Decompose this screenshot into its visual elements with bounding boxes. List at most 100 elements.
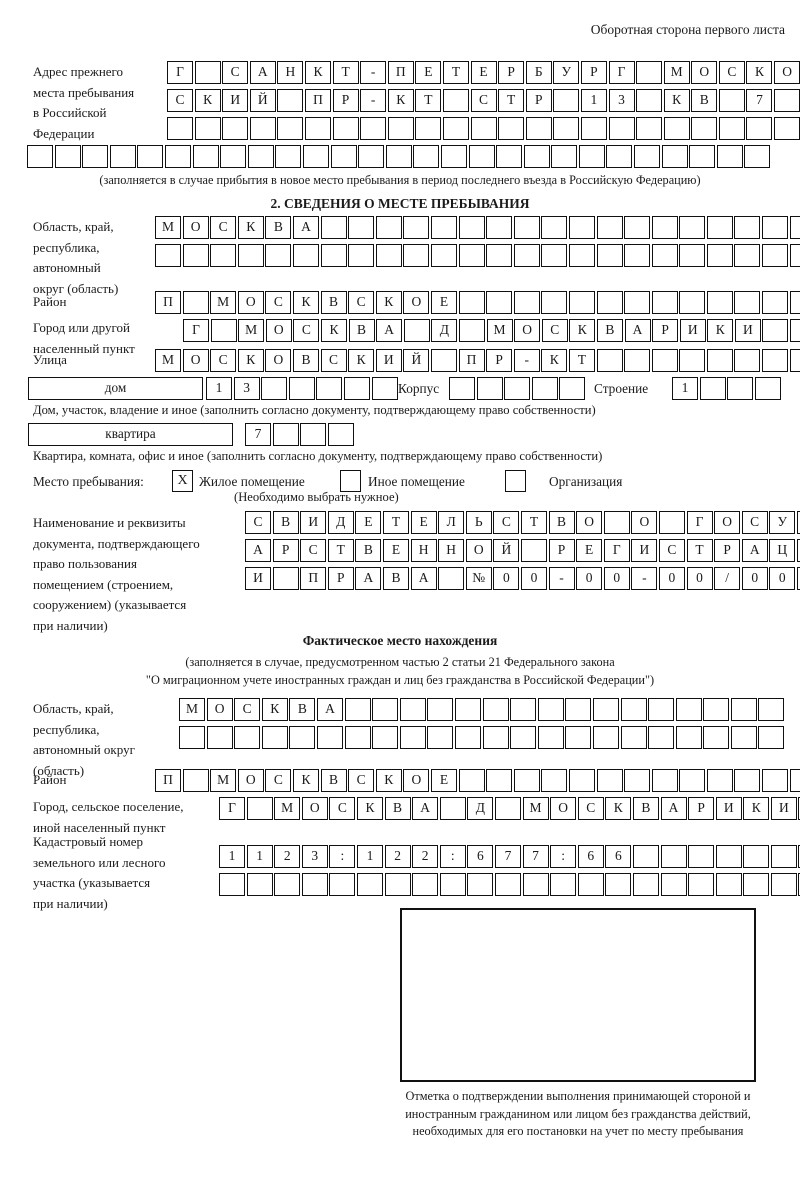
char-cell[interactable]: Р xyxy=(525,89,552,112)
char-cell[interactable]: Р xyxy=(332,89,359,112)
char-cell[interactable] xyxy=(734,291,761,314)
char-cell[interactable]: Д xyxy=(467,797,494,820)
char-cell[interactable]: О xyxy=(691,61,718,84)
char-cell[interactable] xyxy=(703,698,730,721)
char-cell[interactable]: С xyxy=(348,769,375,792)
char-cell[interactable] xyxy=(219,873,245,896)
char-cell[interactable] xyxy=(718,89,745,112)
char-cell[interactable]: С xyxy=(265,769,292,792)
char-cell[interactable]: 0 xyxy=(686,567,713,590)
char-cell[interactable] xyxy=(523,145,550,168)
char-cell[interactable]: А xyxy=(741,539,768,562)
char-cell[interactable]: С xyxy=(234,698,261,721)
char-cell[interactable] xyxy=(372,726,399,749)
char-cell[interactable]: С xyxy=(245,511,271,534)
al-cadastral-row-2[interactable] xyxy=(219,873,800,896)
char-cell[interactable]: Г xyxy=(183,319,209,342)
char-cell[interactable]: В xyxy=(272,511,299,534)
char-cell[interactable] xyxy=(746,117,773,140)
char-cell[interactable]: 1 xyxy=(580,89,607,112)
char-cell[interactable] xyxy=(798,845,800,868)
char-cell[interactable] xyxy=(206,726,233,749)
char-cell[interactable] xyxy=(344,698,371,721)
char-cell[interactable] xyxy=(624,216,651,239)
char-cell[interactable]: 3 xyxy=(233,377,260,400)
char-cell[interactable]: В xyxy=(382,567,409,590)
char-cell[interactable]: И xyxy=(734,319,761,342)
char-cell[interactable]: И xyxy=(300,511,327,534)
char-cell[interactable]: 1 xyxy=(219,845,245,868)
char-cell[interactable]: 1 xyxy=(672,377,698,400)
char-cell[interactable]: К xyxy=(605,797,632,820)
char-cell[interactable]: Е xyxy=(470,61,497,84)
char-cell[interactable] xyxy=(762,244,789,267)
char-cell[interactable]: В xyxy=(289,698,316,721)
char-cell[interactable] xyxy=(675,698,702,721)
char-cell[interactable]: 0 xyxy=(769,567,796,590)
char-cell[interactable] xyxy=(520,539,547,562)
char-cell[interactable] xyxy=(399,698,426,721)
char-cell[interactable]: О xyxy=(514,319,541,342)
char-cell[interactable] xyxy=(730,698,757,721)
char-cell[interactable]: С xyxy=(493,511,520,534)
char-cell[interactable] xyxy=(706,769,733,792)
char-cell[interactable] xyxy=(384,873,411,896)
char-cell[interactable] xyxy=(504,377,531,400)
char-cell[interactable] xyxy=(648,726,675,749)
char-cell[interactable]: - xyxy=(513,349,540,372)
char-cell[interactable]: П xyxy=(155,769,181,792)
char-cell[interactable] xyxy=(734,216,761,239)
char-cell[interactable]: Р xyxy=(688,797,715,820)
char-cell[interactable] xyxy=(624,349,651,372)
char-cell[interactable] xyxy=(663,117,690,140)
char-cell[interactable]: Т xyxy=(332,61,359,84)
char-cell[interactable] xyxy=(167,117,193,140)
char-cell[interactable] xyxy=(210,244,237,267)
char-cell[interactable]: И xyxy=(770,797,797,820)
char-cell[interactable] xyxy=(744,145,771,168)
char-cell[interactable]: : xyxy=(550,845,577,868)
char-cell[interactable] xyxy=(651,291,678,314)
char-cell[interactable] xyxy=(458,244,485,267)
char-cell[interactable] xyxy=(234,726,261,749)
char-cell[interactable] xyxy=(302,145,329,168)
char-cell[interactable]: К xyxy=(304,61,331,84)
char-cell[interactable]: С xyxy=(541,319,568,342)
char-cell[interactable]: К xyxy=(541,349,568,372)
char-cell[interactable]: Н xyxy=(438,539,465,562)
char-cell[interactable] xyxy=(494,797,521,820)
char-cell[interactable] xyxy=(606,145,633,168)
char-cell[interactable] xyxy=(568,291,595,314)
char-cell[interactable]: О xyxy=(714,511,741,534)
char-cell[interactable]: - xyxy=(548,567,575,590)
char-cell[interactable] xyxy=(798,873,800,896)
char-cell[interactable] xyxy=(541,216,568,239)
char-cell[interactable] xyxy=(54,145,81,168)
char-cell[interactable] xyxy=(632,873,659,896)
char-cell[interactable] xyxy=(706,349,733,372)
char-cell[interactable]: В xyxy=(355,539,382,562)
char-cell[interactable]: А xyxy=(245,539,271,562)
char-cell[interactable] xyxy=(679,244,706,267)
char-cell[interactable] xyxy=(316,377,343,400)
char-cell[interactable] xyxy=(320,244,347,267)
char-cell[interactable] xyxy=(246,873,273,896)
char-cell[interactable]: 6 xyxy=(577,845,604,868)
char-cell[interactable] xyxy=(568,216,595,239)
char-cell[interactable] xyxy=(513,244,540,267)
korpus-cells[interactable] xyxy=(449,377,587,400)
char-cell[interactable]: 3 xyxy=(301,845,328,868)
char-cell[interactable] xyxy=(316,726,343,749)
char-cell[interactable]: 6 xyxy=(605,845,632,868)
char-cell[interactable]: П xyxy=(458,349,485,372)
char-cell[interactable]: : xyxy=(439,845,466,868)
char-cell[interactable]: 2 xyxy=(384,845,411,868)
char-cell[interactable]: К xyxy=(261,698,288,721)
char-cell[interactable] xyxy=(789,244,800,267)
char-cell[interactable]: 1 xyxy=(356,845,383,868)
char-cell[interactable]: И xyxy=(715,797,742,820)
char-cell[interactable] xyxy=(651,769,678,792)
char-cell[interactable] xyxy=(320,216,347,239)
